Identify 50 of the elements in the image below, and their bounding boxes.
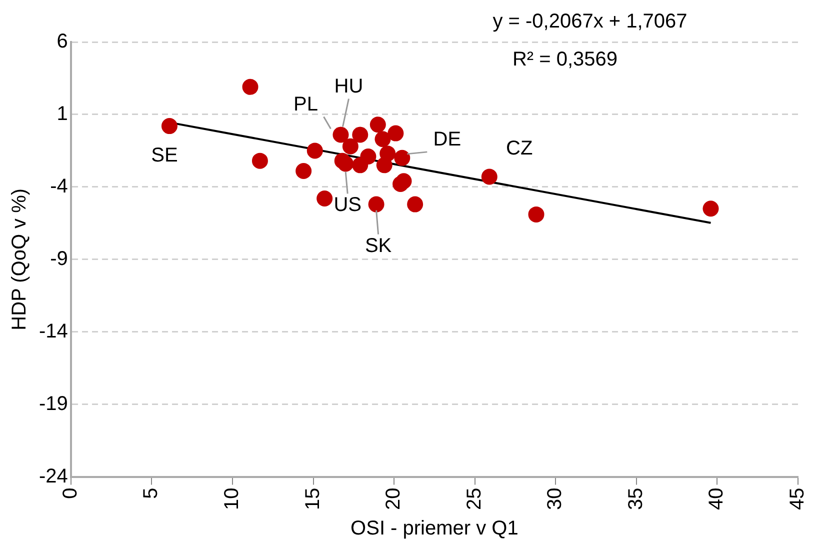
point	[306, 142, 323, 159]
annotation: SK	[364, 234, 392, 257]
point	[394, 150, 410, 166]
annotation: DE	[433, 128, 462, 150]
point	[370, 116, 386, 133]
annotation: CZ	[506, 137, 533, 160]
x-axis-title: OSI - priemer v Q1	[350, 518, 518, 540]
point	[338, 156, 354, 172]
x-tick-label: 20	[382, 488, 405, 510]
point	[481, 168, 498, 185]
point	[374, 131, 391, 148]
text: y = -0,2067x + 1,7067	[492, 10, 688, 33]
point	[296, 162, 312, 179]
point	[161, 118, 178, 134]
y-tick-label: 6	[56, 30, 68, 53]
y-tick-label: -9	[50, 248, 68, 270]
point	[702, 200, 719, 217]
y-tick-label: -14	[39, 320, 68, 342]
point	[342, 138, 358, 154]
x-tick-label: 10	[221, 488, 243, 510]
point	[360, 148, 376, 164]
point	[368, 196, 384, 212]
x-tick-label: 5	[140, 488, 162, 499]
x-tick-label: 40	[706, 488, 728, 510]
y-axis-title: HDP (QoQ v %)	[8, 188, 31, 330]
point	[252, 152, 268, 169]
point	[380, 146, 396, 162]
x-tick-label: 45	[786, 488, 809, 510]
y-tick-label: 1	[56, 102, 68, 125]
point	[242, 78, 258, 95]
x-tick-label: 0	[59, 488, 82, 499]
annotation: R² = 0,3569	[512, 48, 618, 71]
annotation: US	[334, 194, 362, 216]
point	[332, 126, 349, 143]
x-tick-label: 30	[544, 488, 566, 510]
y-tick-label: -24	[39, 465, 68, 488]
point	[388, 125, 404, 142]
annotation: PL	[294, 93, 318, 116]
annotation: SE	[151, 144, 178, 167]
point	[392, 176, 409, 192]
point	[352, 126, 368, 143]
point	[528, 206, 544, 222]
x-tick-label: 15	[302, 488, 324, 510]
y-tick-label: -4	[50, 175, 68, 198]
annotation: HU	[334, 75, 364, 98]
point	[407, 196, 424, 212]
y-tick-label: -19	[39, 392, 68, 415]
point	[316, 190, 333, 207]
x-tick-label: 25	[463, 488, 486, 510]
x-tick-label: 35	[624, 488, 647, 510]
